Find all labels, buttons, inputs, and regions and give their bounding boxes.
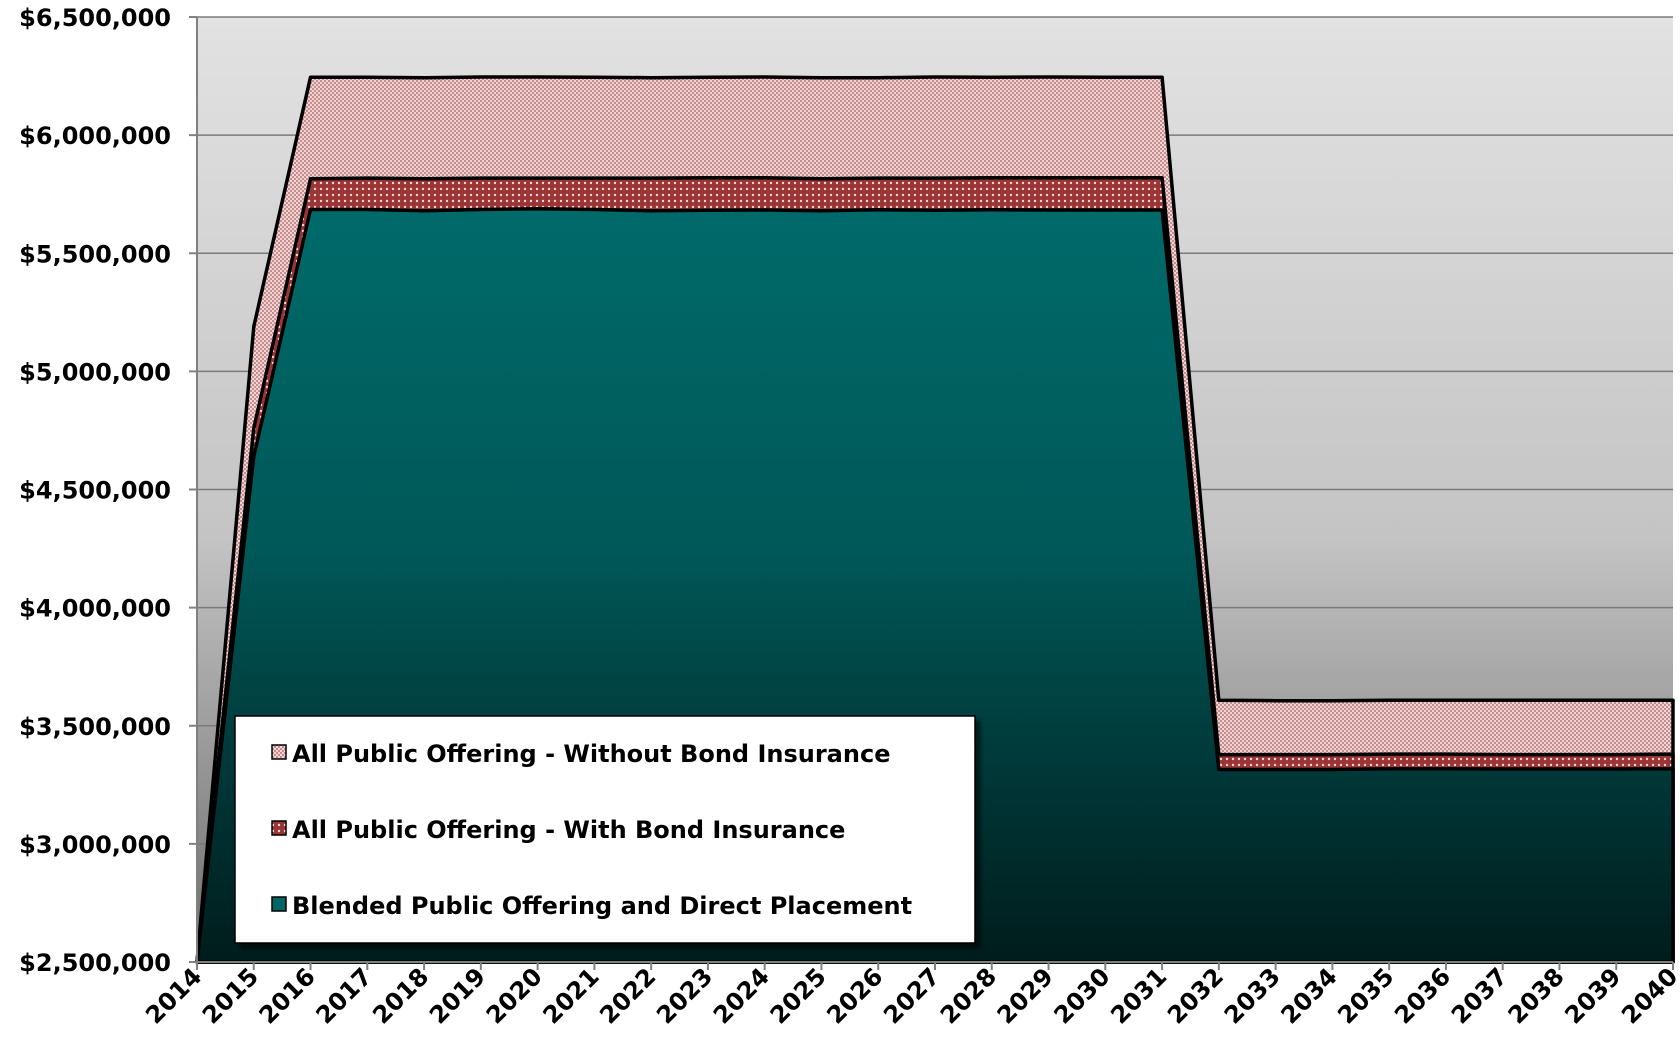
x-tick-label: 2018 [367,962,434,1029]
x-tick-label: 2024 [708,962,775,1029]
x-tick-label: 2022 [594,962,661,1029]
x-tick-label: 2034 [1276,962,1343,1029]
x-tick-label: 2037 [1446,962,1513,1029]
y-tick-label: $5,500,000 [19,240,171,268]
legend-label-without-insurance: All Public Offering - Without Bond Insur… [292,740,890,768]
y-tick-label: $3,500,000 [19,713,171,741]
legend: All Public Offering - Without Bond Insur… [234,715,976,944]
x-tick-label: 2026 [821,962,888,1029]
axes [189,16,1674,970]
x-tick-label: 2033 [1219,962,1286,1029]
x-tick-label: 2030 [1049,962,1116,1029]
x-tick-label: 2017 [311,962,378,1029]
x-tick-labels: 2014201520162017201820192020202120222023… [140,962,1680,1029]
x-tick-label: 2019 [424,962,491,1029]
x-tick-label: 2027 [878,962,945,1029]
x-tick-label: 2016 [254,962,321,1029]
x-tick-label: 2038 [1503,962,1570,1029]
y-tick-label: $6,000,000 [19,122,171,150]
legend-box [234,715,976,944]
x-tick-label: 2040 [1616,962,1680,1029]
y-tick-label: $5,000,000 [19,358,171,386]
x-tick-label: 2036 [1389,962,1456,1029]
x-tick-label: 2015 [197,962,264,1029]
x-tick-label: 2031 [1105,962,1172,1029]
x-tick-label: 2021 [538,962,605,1029]
x-tick-label: 2025 [765,962,832,1029]
x-tick-label: 2020 [481,962,548,1029]
legend-swatch-with-insurance [271,820,287,836]
x-tick-label: 2023 [651,962,718,1029]
x-tick-label: 2035 [1332,962,1399,1029]
legend-label-with-insurance: All Public Offering - With Bond Insuranc… [292,816,845,844]
legend-swatch-blended [271,896,287,912]
y-tick-label: $2,500,000 [19,949,171,977]
y-tick-label: $4,500,000 [19,477,171,505]
x-tick-label: 2039 [1559,962,1626,1029]
y-tick-label: $6,500,000 [19,4,171,32]
x-tick-label: 2028 [935,962,1002,1029]
y-tick-label: $4,000,000 [19,595,171,623]
legend-swatch-without-insurance [271,744,287,760]
x-tick-label: 2029 [992,962,1059,1029]
y-tick-label: $3,000,000 [19,831,171,859]
legend-label-blended: Blended Public Offering and Direct Place… [292,892,912,920]
y-tick-labels: $2,500,000 $3,000,000 $3,500,000 $4,000,000… [19,4,171,977]
x-tick-label: 2032 [1162,962,1229,1029]
